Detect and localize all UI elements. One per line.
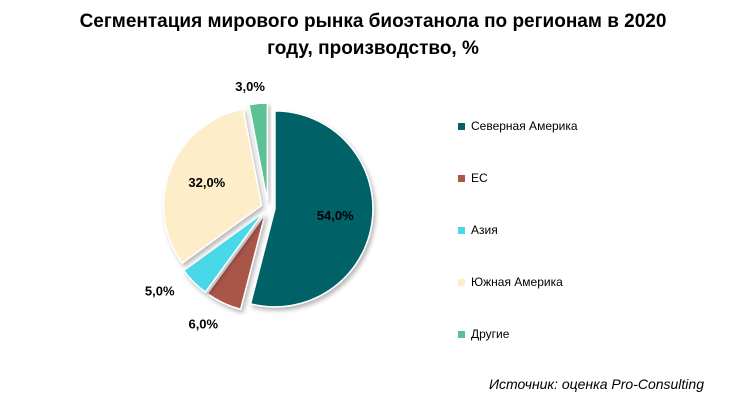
- legend-swatch: [458, 122, 465, 130]
- legend-swatch: [458, 226, 465, 234]
- chart-legend: Северная Америка ЕС Азия Южная Америка Д…: [458, 100, 578, 360]
- legend-label: Другие: [471, 327, 510, 341]
- pie-slice-north-america: [249, 110, 374, 308]
- chart-title-line2: году, производство, %: [267, 38, 479, 59]
- legend-label: ЕС: [471, 171, 488, 185]
- pie-slice-other: [248, 102, 269, 202]
- source-note: Источник: оценка Pro-Consulting: [489, 376, 704, 392]
- pie-slice-south-america: [162, 108, 263, 265]
- legend-item-asia: Азия: [458, 204, 578, 256]
- legend-label: Азия: [471, 223, 498, 237]
- legend-label: Южная Америка: [471, 275, 563, 289]
- legend-swatch: [458, 278, 465, 286]
- legend-item-north-america: Северная Америка: [458, 100, 578, 152]
- legend-swatch: [458, 330, 465, 338]
- data-label-eu: 6,0%: [188, 316, 218, 331]
- legend-item-south-america: Южная Америка: [458, 256, 578, 308]
- data-label-other: 3,0%: [235, 79, 265, 94]
- legend-swatch: [458, 174, 465, 182]
- legend-label: Северная Америка: [471, 119, 578, 133]
- data-label-asia: 5,0%: [145, 284, 175, 299]
- data-label-north-america: 54,0%: [317, 208, 354, 223]
- legend-item-eu: ЕС: [458, 152, 578, 204]
- chart-title: Сегментация мирового рынка биоэтанола по…: [0, 8, 746, 62]
- pie-slice-asia: [182, 212, 264, 294]
- legend-item-other: Другие: [458, 308, 578, 360]
- data-label-south-america: 32,0%: [188, 175, 225, 190]
- chart-title-line1: Сегментация мирового рынка биоэтанола по…: [79, 11, 667, 32]
- pie-slice-eu: [206, 213, 266, 311]
